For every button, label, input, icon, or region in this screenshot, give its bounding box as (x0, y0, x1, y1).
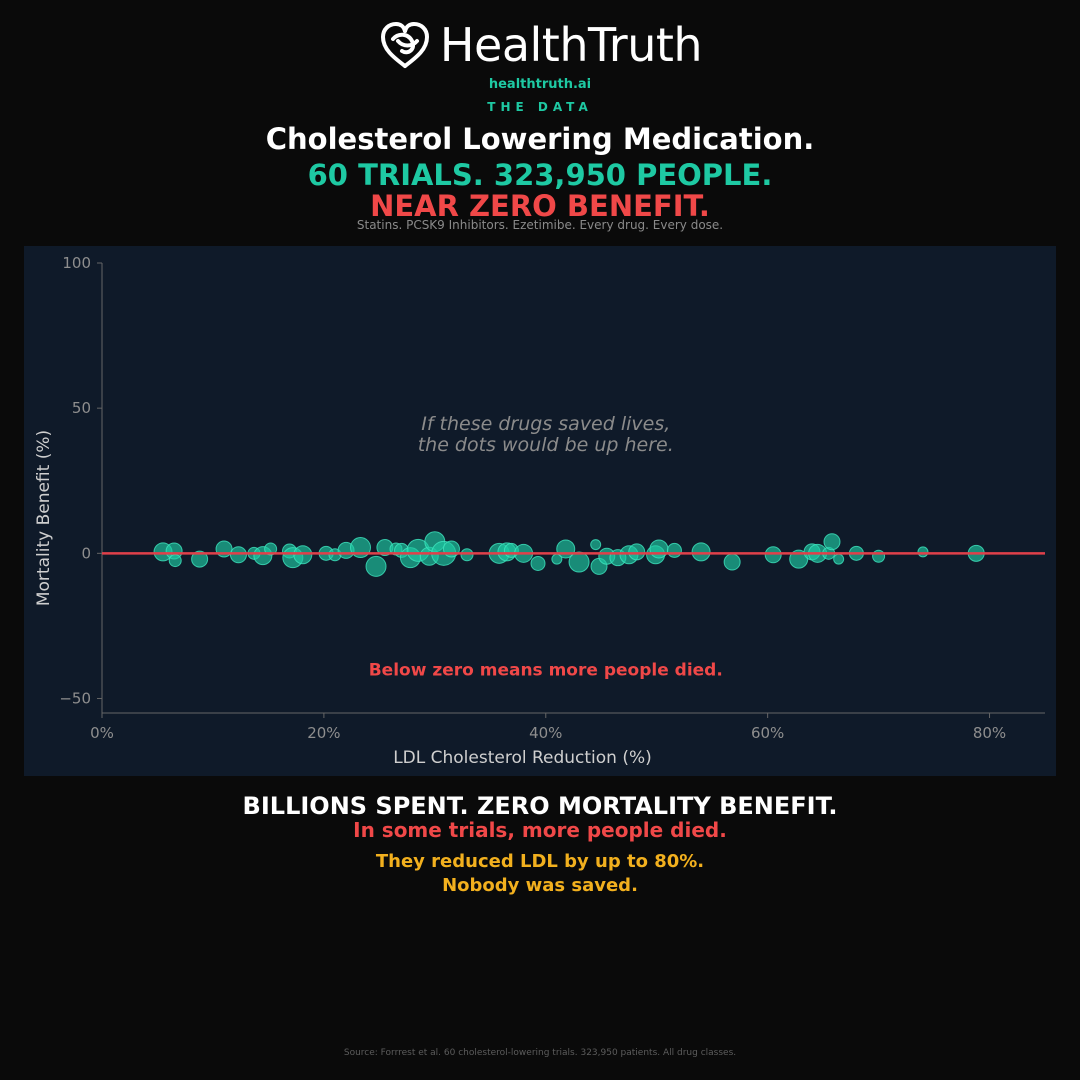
data-point (264, 542, 278, 556)
data-point (365, 555, 387, 577)
data-point (723, 553, 741, 571)
annotation-bottom: Below zero means more people died. (369, 660, 723, 680)
data-point (691, 542, 711, 562)
data-point (460, 548, 474, 562)
data-point (764, 546, 782, 564)
heart-knot-icon (380, 22, 429, 68)
x-tick-label: 40% (529, 724, 562, 742)
scatter-chart: −50 0 50 100 0% 20% 40% 60% 80% LDL Cholesterol R… (34, 254, 1045, 768)
data-point (530, 555, 546, 571)
x-tick-label: 60% (751, 724, 784, 742)
brand-name: HealthTruth (439, 18, 703, 72)
y-tick-label: 50 (72, 399, 91, 417)
y-axis-label: Mortality Benefit (%) (34, 430, 54, 606)
data-point (168, 554, 182, 568)
data-point (293, 545, 313, 565)
data-point (823, 533, 841, 551)
site-url: healthtruth.ai (488, 77, 592, 92)
data-point (568, 551, 590, 573)
headline-benefit: NEAR ZERO BENEFIT. (370, 189, 710, 223)
chart-panel: −50 0 50 100 0% 20% 40% 60% 80% LDL Cholesterol R… (24, 246, 1056, 776)
data-point (917, 546, 929, 558)
footer-warning: In some trials, more people died. (353, 818, 727, 842)
y-tick-label: 0 (81, 544, 91, 562)
annotation-top-line: If these drugs saved lives, (421, 413, 670, 435)
footer-conclusion: Nobody was saved. (442, 875, 638, 896)
x-tick-label: 20% (307, 724, 340, 742)
data-point (191, 550, 209, 568)
data-point (590, 539, 602, 551)
data-point (872, 549, 886, 563)
x-tick-label: 0% (90, 724, 114, 742)
page-title: Cholesterol Lowering Medication. (265, 122, 815, 156)
footer-ldl-note: They reduced LDL by up to 80%. (375, 851, 705, 872)
x-tick-label: 80% (973, 724, 1006, 742)
x-axis-label: LDL Cholesterol Reduction (%) (393, 748, 652, 768)
section-label: THE DATA (487, 100, 593, 114)
source-citation: Source: Forrrest et al. 60 cholesterol-l… (343, 1048, 737, 1058)
data-point (833, 553, 845, 565)
footer-headline: BILLIONS SPENT. ZERO MORTALITY BENEFIT. (242, 792, 838, 820)
subtitle: Statins. PCSK9 Inhibitors. Ezetimibe. Ev… (356, 218, 724, 232)
data-point (649, 539, 669, 559)
annotation-top-line: the dots would be up here. (418, 434, 674, 456)
data-point (666, 542, 682, 558)
data-point (229, 546, 247, 564)
data-point (628, 543, 646, 561)
y-tick-label: −50 (59, 689, 91, 707)
y-tick-label: 100 (62, 254, 91, 272)
brand-header: HealthTruth (0, 16, 1080, 74)
headline-trials: 60 TRIALS. 323,950 PEOPLE. (307, 158, 773, 192)
